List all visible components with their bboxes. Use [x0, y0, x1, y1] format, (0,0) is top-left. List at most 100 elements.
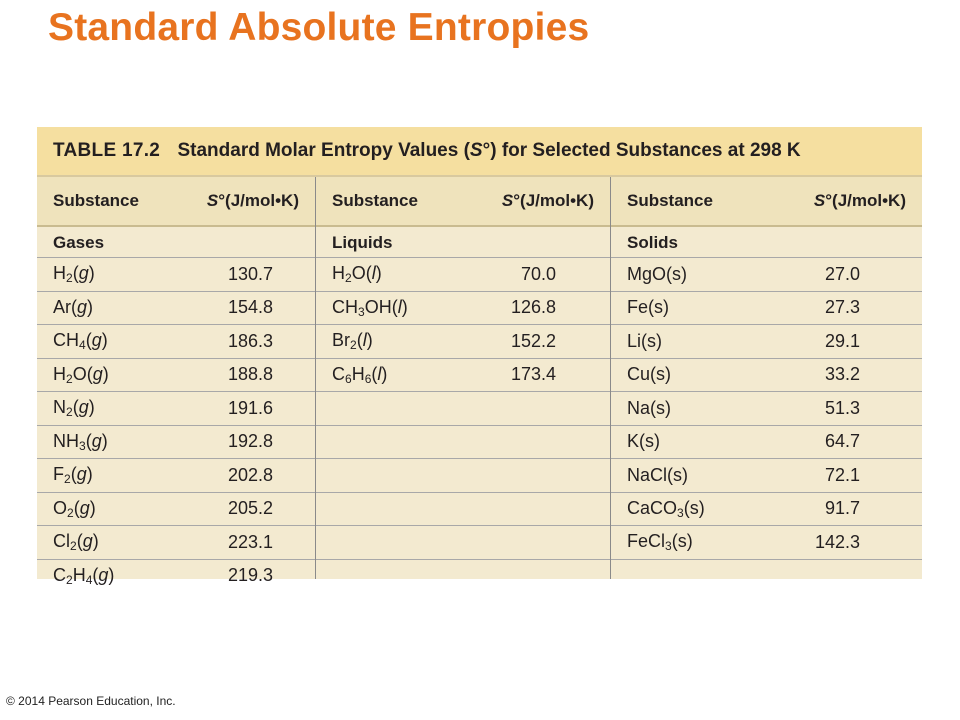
table-row: Cl2(g) 223.1	[37, 526, 315, 560]
formula-part: 2	[66, 405, 73, 420]
entropy-value: 64.7	[824, 431, 860, 452]
table-caption: TABLE 17.2 Standard Molar Entropy Values…	[37, 127, 922, 177]
table-row: Br2(l) 152.2	[316, 325, 610, 359]
substance-formula: Ar(g)	[37, 297, 193, 318]
group-label: Liquids	[316, 227, 610, 258]
table-row: FeCl3(s) 142.3	[611, 526, 922, 560]
caption-symbol: S	[469, 140, 483, 161]
formula-part: )	[108, 564, 115, 585]
entropy-value: 51.3	[824, 397, 860, 418]
entropy-value: 29.1	[824, 330, 860, 351]
formula-part: 2	[66, 572, 73, 587]
formula-part: (	[73, 497, 80, 518]
entropy-value: 130.7	[227, 263, 273, 284]
header-entropy-symbol: S	[501, 191, 514, 210]
entropy-value: 186.3	[227, 330, 273, 351]
substance-formula: NaCl(s)	[611, 465, 767, 486]
formula-part: NaCl(s)	[627, 464, 688, 485]
table-row: CH3OH(l) 126.8	[316, 292, 610, 325]
table-row: NaCl(s) 72.1	[611, 459, 922, 493]
header-entropy: S°(J/mol•K)	[472, 191, 610, 211]
table-row: Na(s) 51.3	[611, 392, 922, 426]
formula-part: CH	[53, 330, 79, 351]
substance-formula: CH3OH(l)	[316, 297, 472, 319]
formula-part: 4	[85, 572, 93, 587]
empty-row	[611, 560, 922, 593]
formula-part: 3	[677, 505, 684, 520]
empty-row	[316, 526, 610, 560]
formula-part: 6	[364, 371, 372, 386]
substance-formula: Br2(l)	[316, 330, 472, 352]
formula-part: 2	[350, 338, 357, 353]
entropy-value: 192.8	[227, 431, 273, 452]
formula-part: 2	[64, 472, 71, 487]
formula-part: K(s)	[627, 431, 660, 452]
entropy-value: 154.8	[227, 297, 273, 318]
header-entropy-unit: °(J/mol•K)	[825, 191, 906, 210]
header-entropy: S°(J/mol•K)	[767, 191, 922, 211]
formula-part: g	[77, 297, 88, 318]
group-label: Gases	[37, 227, 315, 258]
table-columns: Substance S°(J/mol•K) Gases H2(g) 130.7 Ar(g)…	[37, 177, 922, 587]
formula-part: CaCO	[627, 497, 678, 518]
caption-post: °) for Selected Substances at 298 K	[482, 140, 801, 161]
substance-formula: FeCl3(s)	[611, 531, 767, 553]
formula-part: )	[366, 330, 373, 351]
formula-part: )	[101, 430, 108, 451]
substance-formula: CH4(g)	[37, 330, 193, 352]
empty-row	[316, 493, 610, 526]
substance-formula: Li(s)	[611, 331, 767, 352]
formula-part: )	[86, 464, 93, 485]
formula-part: (	[371, 363, 378, 384]
formula-part: g	[91, 430, 102, 451]
formula-part: (	[85, 430, 92, 451]
formula-part: (	[356, 330, 363, 351]
table-row: N2(g) 191.6	[37, 392, 315, 426]
table-column-solids: Substance S°(J/mol•K) Solids MgO(s) 27.0 Fe(s…	[610, 177, 922, 579]
table-row: NH3(g) 192.8	[37, 426, 315, 459]
formula-part: CH	[332, 296, 358, 317]
table-row: C6H6(l) 173.4	[316, 359, 610, 392]
substance-formula: NH3(g)	[37, 431, 193, 453]
formula-part: )	[89, 497, 96, 518]
formula-part: )	[92, 531, 99, 552]
substance-formula: Fe(s)	[611, 297, 767, 318]
header-substance: Substance	[332, 191, 418, 210]
header-entropy-symbol: S	[206, 191, 219, 210]
substance-formula: K(s)	[611, 431, 767, 452]
table-row: Li(s) 29.1	[611, 325, 922, 359]
table-row: O2(g) 205.2	[37, 493, 315, 526]
header-entropy-unit: °(J/mol•K)	[513, 191, 594, 210]
entropy-value: 191.6	[227, 397, 273, 418]
substance-formula: Na(s)	[611, 398, 767, 419]
table-row: Ar(g) 154.8	[37, 292, 315, 325]
table-row: K(s) 64.7	[611, 426, 922, 459]
formula-part: (s)	[671, 531, 693, 552]
formula-part: g	[79, 497, 90, 518]
header-substance: Substance	[53, 191, 139, 210]
substance-formula: H2(g)	[37, 263, 193, 285]
table-row: Cu(s) 33.2	[611, 359, 922, 392]
formula-part: g	[78, 263, 89, 284]
formula-part: O(	[351, 263, 372, 284]
formula-part: O(	[72, 363, 93, 384]
substance-formula: Cl2(g)	[37, 531, 193, 553]
entropy-value: 142.3	[814, 531, 860, 552]
formula-part: (	[92, 564, 99, 585]
formula-part: 3	[79, 438, 86, 453]
formula-part: )	[101, 330, 108, 351]
substance-formula: C6H6(l)	[316, 364, 472, 386]
header-entropy: S°(J/mol•K)	[193, 191, 315, 211]
substance-formula: N2(g)	[37, 397, 193, 419]
formula-part: H	[53, 263, 66, 284]
formula-part: g	[91, 330, 102, 351]
formula-part: Cu(s)	[627, 364, 671, 385]
entropy-value: 202.8	[227, 464, 273, 485]
formula-part: MgO(s)	[627, 263, 687, 284]
entropy-value: 91.7	[824, 498, 860, 519]
formula-part: N	[53, 397, 66, 418]
header-entropy-unit: °(J/mol•K)	[218, 191, 299, 210]
formula-part: (	[72, 397, 79, 418]
formula-part: )	[88, 263, 95, 284]
formula-part: FeCl	[627, 531, 666, 552]
